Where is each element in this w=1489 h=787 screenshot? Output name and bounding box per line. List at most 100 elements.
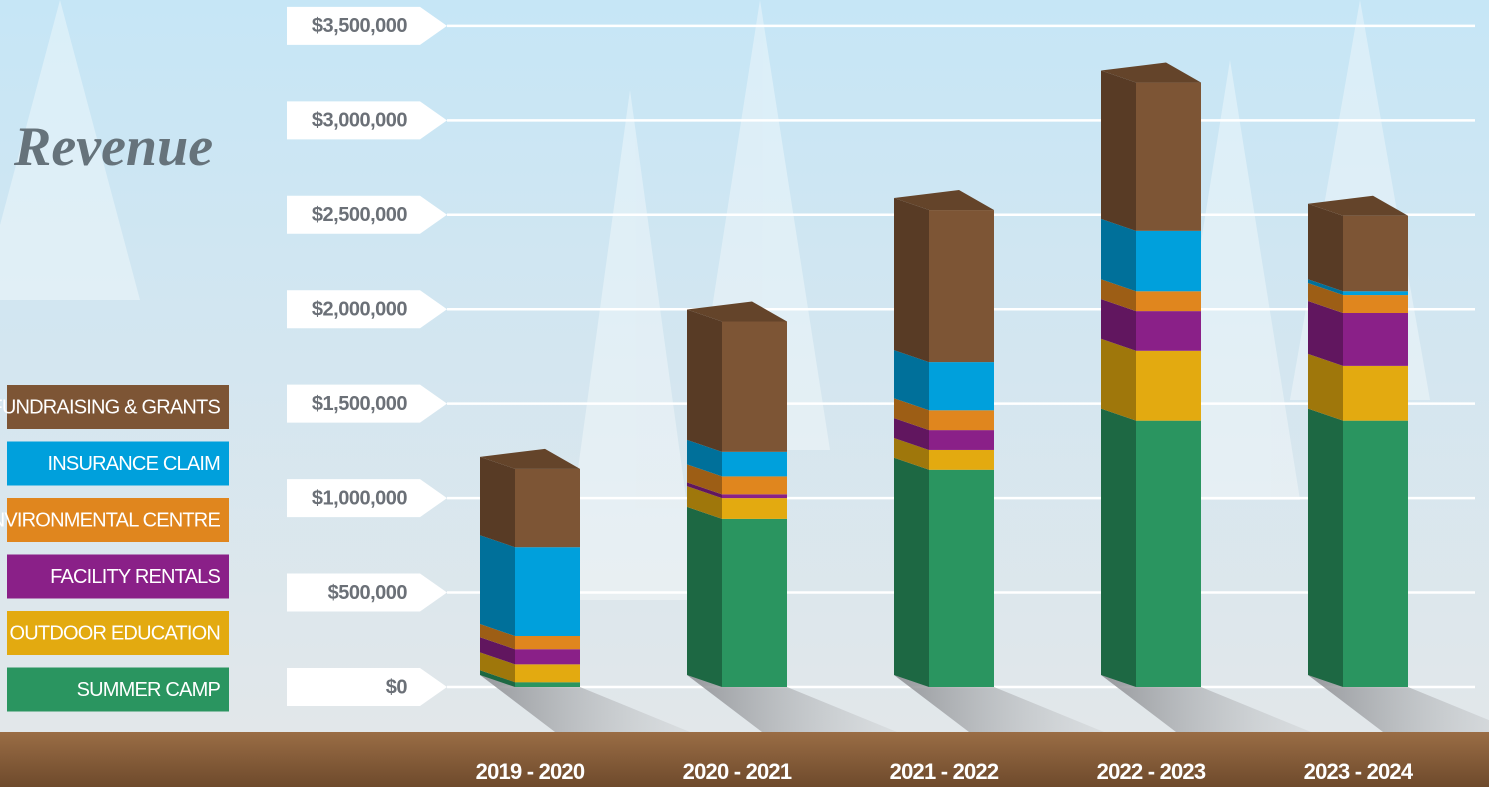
tick-tag bbox=[287, 573, 447, 612]
x-tick-label: 2023 - 2024 bbox=[1304, 759, 1414, 784]
bar-segment bbox=[929, 362, 994, 411]
legend-label: ENVIRONMENTAL CENTRE bbox=[0, 509, 220, 531]
bar-segment bbox=[722, 451, 787, 477]
tick-tag bbox=[287, 6, 447, 45]
bar-side bbox=[1308, 301, 1343, 366]
bar-segment bbox=[929, 210, 994, 363]
bar-segment bbox=[1136, 311, 1201, 351]
tick-tag bbox=[287, 479, 447, 518]
bar-segment bbox=[929, 449, 994, 470]
bar-top bbox=[894, 190, 994, 211]
bar-side bbox=[894, 398, 929, 431]
bar-shadow bbox=[894, 675, 1104, 732]
bar-side bbox=[687, 309, 722, 452]
y-tick-label: $1,000,000 bbox=[312, 487, 407, 509]
legend-label: SUMMER CAMP bbox=[77, 679, 221, 701]
bar-segment bbox=[1136, 230, 1201, 292]
bar-side bbox=[687, 482, 722, 499]
bar-side bbox=[480, 624, 515, 650]
bar-shadow bbox=[480, 675, 690, 732]
bar-shadow bbox=[1308, 675, 1489, 732]
bar-side bbox=[1308, 283, 1343, 313]
legend-label: INSURANCE CLAIM bbox=[48, 453, 221, 475]
tick-tag bbox=[287, 195, 447, 234]
bar-side bbox=[894, 198, 929, 363]
bar-segment bbox=[1343, 291, 1408, 296]
legend-label: FUNDRAISING & GRANTS bbox=[0, 396, 220, 418]
bar-shadow bbox=[687, 675, 897, 732]
bar-segment bbox=[722, 476, 787, 495]
y-tick-label: $3,500,000 bbox=[312, 15, 407, 37]
bar-top bbox=[687, 301, 787, 322]
bar-segment bbox=[1136, 420, 1201, 687]
legend-swatch bbox=[7, 441, 229, 486]
legend-swatch bbox=[7, 498, 229, 542]
bar-side bbox=[1101, 299, 1136, 351]
tick-tag bbox=[287, 290, 447, 329]
bar-segment bbox=[515, 468, 580, 548]
bar-segment bbox=[1136, 291, 1201, 312]
bar-segment bbox=[929, 430, 994, 450]
x-axis: 2019 - 2020 2020 - 2021 2021 - 2022 2022 - … bbox=[476, 759, 1415, 784]
legend-swatch bbox=[7, 385, 229, 429]
tick-tag bbox=[287, 101, 447, 140]
bar-segment bbox=[722, 518, 787, 687]
bar-segment bbox=[1343, 313, 1408, 366]
bar-segment bbox=[722, 498, 787, 519]
bar-segment bbox=[515, 649, 580, 665]
bar-segment bbox=[515, 547, 580, 636]
bar-side bbox=[480, 456, 515, 548]
shadows bbox=[480, 675, 1489, 732]
legend-swatch bbox=[7, 554, 229, 599]
bar-side bbox=[687, 439, 722, 477]
bar-top bbox=[480, 448, 580, 469]
legend-swatch bbox=[7, 611, 229, 655]
bar-side bbox=[1101, 70, 1136, 231]
bar-segment bbox=[1343, 215, 1408, 292]
bar-segment bbox=[1343, 420, 1408, 687]
y-tick-label: $1,500,000 bbox=[312, 393, 407, 415]
bar-segment bbox=[515, 636, 580, 650]
bar-shadow bbox=[1101, 675, 1311, 732]
bar-segment bbox=[1343, 295, 1408, 313]
bar-side bbox=[480, 535, 515, 636]
tick-tag bbox=[287, 384, 447, 423]
bar-top bbox=[1101, 62, 1201, 83]
bar-segment bbox=[722, 321, 787, 452]
y-tick-label: $0 bbox=[386, 676, 408, 698]
bar-segment bbox=[1136, 82, 1201, 231]
bar-segment bbox=[722, 494, 787, 499]
bar-segment bbox=[515, 682, 580, 687]
bar-side bbox=[894, 350, 929, 411]
bar-side bbox=[1101, 408, 1136, 687]
bar-side bbox=[687, 464, 722, 495]
x-tick-label: 2021 - 2022 bbox=[890, 759, 999, 784]
chart-title: Revenue bbox=[13, 116, 213, 178]
bar-segment bbox=[929, 410, 994, 431]
bar-side bbox=[894, 418, 929, 450]
bar-side bbox=[1308, 353, 1343, 421]
bar-side bbox=[1101, 338, 1136, 421]
bar-side bbox=[894, 457, 929, 687]
bar-segment bbox=[1136, 350, 1201, 421]
bar-side bbox=[1308, 203, 1343, 292]
bar-side bbox=[1101, 218, 1136, 292]
bar-side bbox=[1308, 408, 1343, 687]
bars bbox=[480, 62, 1408, 687]
legend-label: FACILITY RENTALS bbox=[50, 566, 220, 588]
y-tick-label: $3,000,000 bbox=[312, 110, 407, 132]
bar-segment bbox=[1343, 365, 1408, 421]
y-tick-label: $2,500,000 bbox=[312, 204, 407, 226]
bar-side bbox=[1101, 279, 1136, 312]
x-tick-label: 2019 - 2020 bbox=[476, 759, 585, 784]
bar-side bbox=[687, 486, 722, 519]
x-tick-label: 2022 - 2023 bbox=[1097, 759, 1206, 784]
bar-side bbox=[894, 437, 929, 470]
bar-segment bbox=[515, 664, 580, 683]
bar-side bbox=[687, 506, 722, 687]
y-tick-label: $2,000,000 bbox=[312, 299, 407, 321]
bar-side bbox=[480, 652, 515, 683]
bar-segment bbox=[929, 469, 994, 687]
